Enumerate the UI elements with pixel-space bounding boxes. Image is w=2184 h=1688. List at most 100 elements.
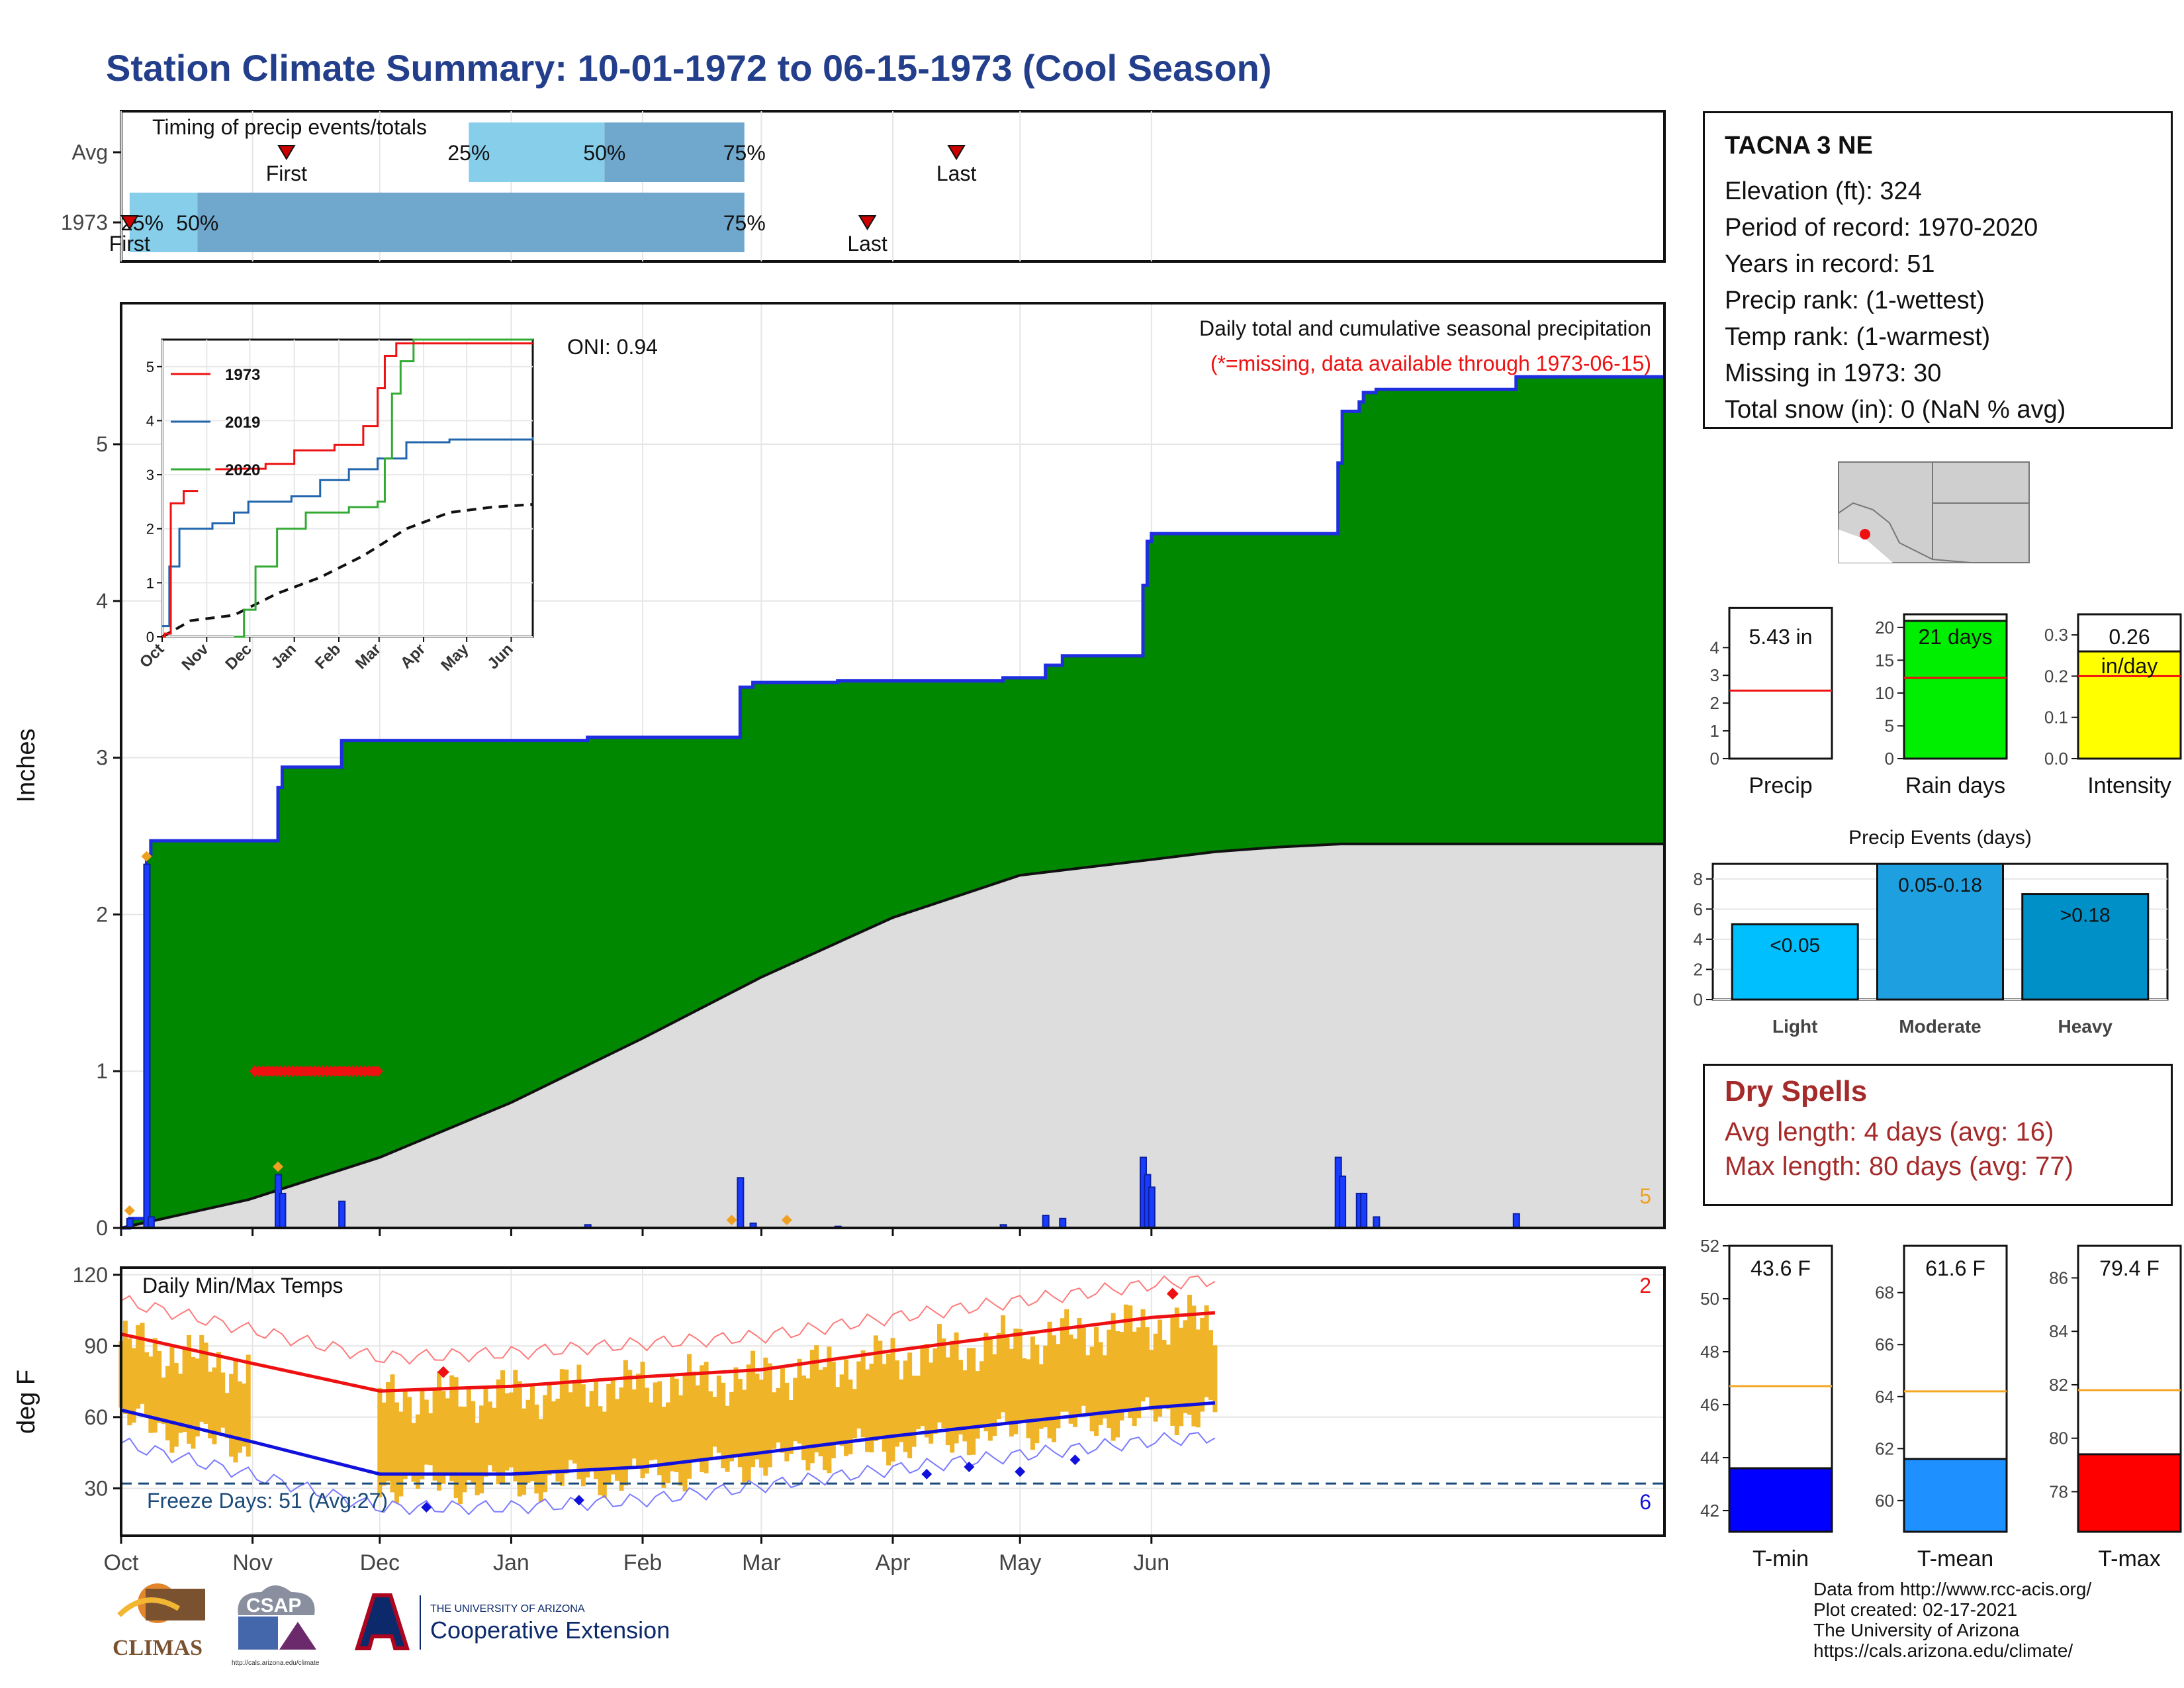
- daily-temp-bar: [793, 1378, 798, 1442]
- daily-temp-bar: [1123, 1304, 1128, 1411]
- daily-temp-bar: [797, 1358, 802, 1444]
- daily-temp-bar: [144, 1352, 149, 1418]
- temp-y-tick-label: 90: [84, 1334, 108, 1358]
- daily-temp-bar: [436, 1371, 441, 1491]
- daily-temp-bar: [809, 1349, 815, 1464]
- events-y-tick-label: 4: [1694, 929, 1703, 949]
- tmax-y-tick-label: 84: [2049, 1321, 2068, 1341]
- precip-panel-title: Daily total and cumulative seasonal prec…: [1199, 316, 1651, 340]
- daily-temp-bar: [1136, 1327, 1142, 1419]
- daily-temp-bar: [1001, 1315, 1006, 1413]
- daily-temp-bar: [780, 1368, 785, 1453]
- daily-temp-bar: [691, 1372, 696, 1463]
- daily-temp-bar: [1089, 1346, 1095, 1432]
- daily-temp-bar: [754, 1374, 760, 1460]
- events-y-tick-label: 8: [1694, 869, 1703, 889]
- daily-temp-bar: [903, 1360, 908, 1452]
- precip-y-tick-label: 1: [96, 1059, 108, 1083]
- inset-series-2019: [162, 436, 534, 628]
- daily-temp-bar: [492, 1407, 497, 1472]
- daily-temp-bar: [551, 1401, 556, 1472]
- daily-temp-bar: [1060, 1318, 1065, 1412]
- tmin-y-tick-label: 48: [1700, 1342, 1719, 1362]
- daily-temp-bar: [208, 1372, 213, 1438]
- daily-temp-bar: [911, 1376, 917, 1447]
- station-location-marker: [1860, 529, 1870, 539]
- daily-temp-bar: [962, 1370, 968, 1442]
- credits: Data from http://www.rcc-acis.org/ Plot …: [1813, 1579, 2091, 1661]
- university-of-arizona-logo: THE UNIVERSITY OF ARIZONA Cooperative Ex…: [354, 1593, 670, 1650]
- tmean-y-tick-label: 68: [1875, 1283, 1894, 1303]
- precip-total-y-tick-label: 0: [1710, 749, 1719, 769]
- events-title: Precip Events (days): [1848, 827, 2032, 849]
- daily-temp-bar: [1051, 1335, 1056, 1442]
- precip-panel-subtitle: (*=missing, data available through 1973-…: [1210, 352, 1651, 375]
- daily-temp-bar: [458, 1406, 463, 1505]
- precip-event-marker: [141, 851, 152, 862]
- daily-temp-bar: [1102, 1355, 1107, 1419]
- daily-precip-bar: [1373, 1216, 1381, 1229]
- daily-temp-bar: [390, 1374, 395, 1493]
- daily-temp-bar: [924, 1344, 929, 1438]
- avg-max-temp-line: [120, 1311, 1216, 1393]
- daily-temp-bar: [1098, 1342, 1103, 1425]
- timing-bar-first-25: [129, 193, 143, 252]
- daily-temp-bar: [453, 1377, 459, 1498]
- daily-temp-bar: [483, 1385, 488, 1477]
- daily-temp-bar: [631, 1389, 637, 1459]
- events-bar-light: [1731, 923, 1859, 1001]
- freeze-days-label: Freeze Days: 51 (Avg:27): [147, 1489, 388, 1513]
- daily-temp-bar: [992, 1354, 997, 1436]
- daily-temp-bar: [462, 1407, 467, 1493]
- daily-precip-bar: [338, 1200, 346, 1229]
- station-period: Period of record: 1970-2020: [1725, 214, 2038, 242]
- timing-marker-label-last: Last: [847, 232, 887, 256]
- timing-marker-label-first: First: [266, 162, 307, 185]
- daily-temp-bar: [933, 1348, 938, 1434]
- daily-temp-bar: [415, 1414, 420, 1489]
- daily-precip-bar: [126, 1217, 134, 1229]
- daily-temp-bar: [242, 1383, 247, 1447]
- daily-temp-bar: [1191, 1305, 1197, 1427]
- inset-y-tick-label: 3: [146, 467, 154, 483]
- daily-temp-bar: [627, 1370, 633, 1468]
- daily-temp-bar: [682, 1376, 688, 1491]
- daily-temp-bar: [822, 1367, 827, 1471]
- daily-temp-bar: [1047, 1321, 1052, 1438]
- events-bar-moderate: [1876, 863, 2004, 1001]
- daily-temp-bar: [814, 1345, 819, 1453]
- daily-temp-bar: [589, 1391, 594, 1470]
- rain-days-y-tick-label: 15: [1875, 650, 1894, 670]
- temp-x-tick-label: Oct: [104, 1550, 139, 1575]
- station-name: TACNA 3 NE: [1725, 132, 1873, 160]
- daily-temp-bar: [386, 1382, 391, 1481]
- oni-label: ONI: 0.94: [567, 335, 658, 359]
- daily-temp-bar: [475, 1423, 480, 1495]
- record-low-marker: [1015, 1466, 1026, 1477]
- daily-temp-bar: [801, 1375, 806, 1460]
- dry-spells-panel: Dry Spells Avg length: 4 days (avg: 16) …: [1703, 1064, 2173, 1206]
- daily-temp-bar: [1195, 1329, 1201, 1428]
- daily-temp-bar: [127, 1338, 132, 1426]
- daily-temp-bar: [695, 1385, 700, 1462]
- daily-temp-bar: [1107, 1329, 1112, 1429]
- daily-precip-bar: [143, 863, 151, 1229]
- daily-temp-bar: [424, 1399, 429, 1465]
- events-y-tick-label: 6: [1694, 899, 1703, 919]
- daily-temp-bar: [975, 1371, 980, 1439]
- daily-temp-bar: [890, 1338, 895, 1462]
- daily-temp-bar: [555, 1398, 561, 1482]
- daily-temp-bar: [758, 1380, 764, 1468]
- tmax-y-tick-label: 86: [2049, 1268, 2068, 1288]
- daily-temp-bar: [915, 1376, 921, 1430]
- daily-temp-bar: [788, 1400, 794, 1454]
- daily-temp-bar: [733, 1367, 739, 1456]
- daily-temp-bar: [1111, 1313, 1116, 1441]
- daily-temp-bar: [407, 1397, 412, 1473]
- daily-temp-bar: [441, 1391, 446, 1484]
- inset-series-1973: [162, 490, 199, 638]
- daily-temp-bar: [1077, 1318, 1082, 1416]
- daily-temp-bar: [653, 1382, 658, 1460]
- daily-temp-bar: [161, 1377, 166, 1425]
- daily-temp-bar: [708, 1391, 713, 1459]
